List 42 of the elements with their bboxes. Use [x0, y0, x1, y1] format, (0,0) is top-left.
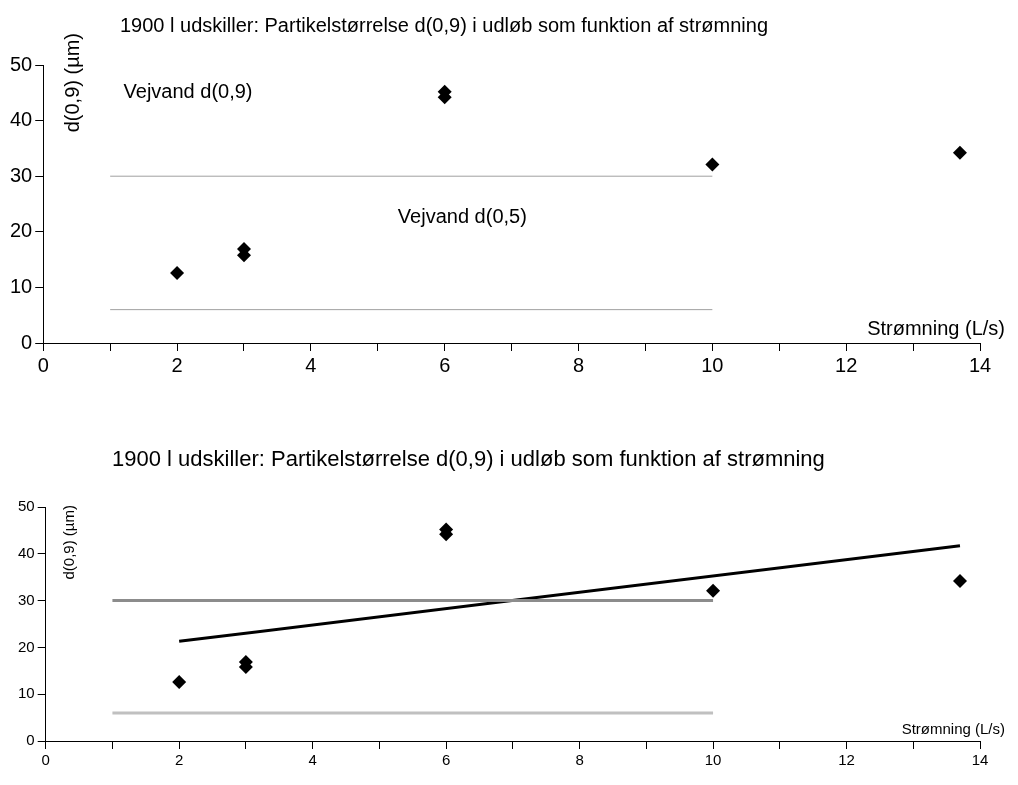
- x-tick-label: 8: [575, 751, 584, 769]
- chart-title: 1900 l udskiller: Partikelstørrelse d(0,9) i udløb som funktion af strømning: [112, 446, 826, 472]
- y-axis-title: d(0,9) (µm): [60, 33, 83, 133]
- point: [952, 573, 967, 588]
- y-tick-label: 0: [26, 731, 35, 749]
- x-tick-label: 4: [308, 751, 317, 769]
- x-tick-label: 10: [701, 353, 724, 376]
- point: [170, 265, 185, 280]
- point: [705, 157, 720, 172]
- x-tick-label: 12: [838, 751, 855, 769]
- x-tick-label: 6: [439, 353, 451, 376]
- x-tick-label: 2: [171, 353, 183, 376]
- annotation: Vejvand d(0,5): [397, 205, 527, 228]
- annotation: Vejvand d(0,9): [123, 80, 253, 103]
- x-tick-label: 6: [441, 751, 451, 769]
- y-axis-title: d(0,9) (µm): [59, 505, 77, 580]
- chart-title: 1900 l udskiller: Partikelstørrelse d(0,9) i udløb som funktion af strømning: [120, 14, 770, 37]
- point: [172, 675, 187, 690]
- x-tick-label: 8: [572, 353, 585, 376]
- x-tick-label: 2: [174, 751, 184, 769]
- point: [952, 145, 967, 160]
- x-tick-label: 0: [41, 751, 50, 769]
- x-axis-title: Strømning (L/s): [867, 316, 1005, 339]
- y-tick-label: 50: [18, 497, 35, 515]
- x-axis-title: Strømning (L/s): [901, 719, 1005, 737]
- x-tick-label: 0: [37, 353, 49, 376]
- y-tick-label: 40: [18, 543, 35, 561]
- y-tick-label: 30: [18, 590, 35, 608]
- y-tick-label: 0: [21, 330, 33, 353]
- y-tick-label: 20: [18, 637, 35, 655]
- y-tick-label: 30: [10, 163, 33, 186]
- x-tick-label: 14: [968, 353, 992, 376]
- y-tick-label: 10: [18, 684, 35, 702]
- x-tick-label: 10: [704, 751, 722, 769]
- y-tick-label: 40: [10, 108, 33, 131]
- x-tick-label: 12: [835, 353, 858, 376]
- y-tick-label: 50: [10, 52, 33, 75]
- x-tick-label: 14: [971, 751, 989, 769]
- point: [706, 583, 721, 598]
- x-tick-label: 4: [305, 353, 317, 376]
- y-tick-label: 10: [10, 274, 33, 297]
- y-tick-label: 20: [10, 219, 33, 242]
